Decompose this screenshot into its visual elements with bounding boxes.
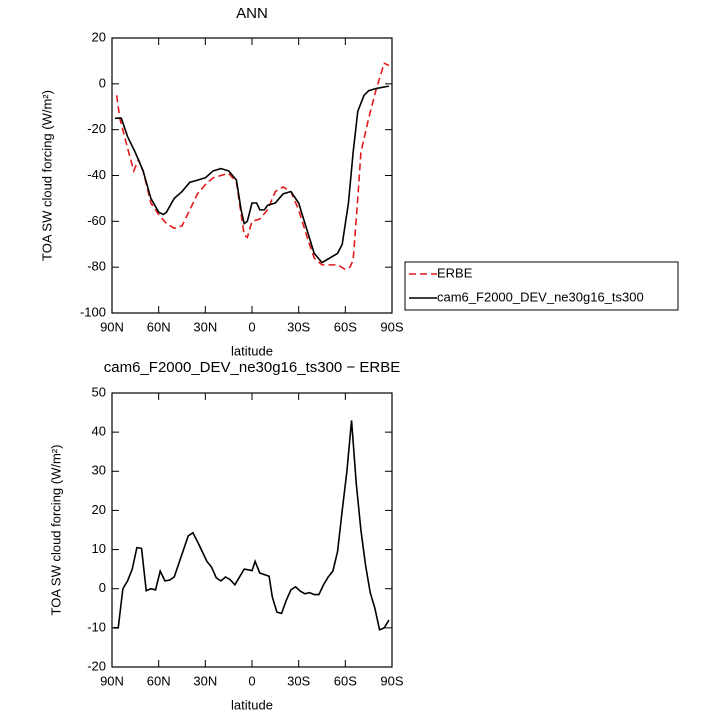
y-tick-label: -40 — [87, 167, 106, 182]
y-axis-label: TOA SW cloud forcing (W/m²) — [48, 445, 63, 616]
x-tick-label: 60N — [147, 673, 171, 688]
y-tick-label: 0 — [99, 580, 106, 595]
y-tick-label: -80 — [87, 259, 106, 274]
y-tick-label: 40 — [92, 424, 106, 439]
x-axis-label: latitude — [231, 697, 273, 712]
y-tick-label: 20 — [92, 29, 106, 44]
x-tick-label: 90S — [380, 319, 403, 334]
y-tick-label: -60 — [87, 213, 106, 228]
x-tick-label: 90N — [100, 673, 124, 688]
x-tick-label: 30S — [287, 673, 310, 688]
y-tick-label: 50 — [92, 384, 106, 399]
y-tick-label: 0 — [99, 75, 106, 90]
plot-frame — [111, 37, 393, 314]
legend-box — [404, 261, 679, 311]
chart-title: cam6_F2000_DEV_ne30g16_ts300 − ERBE — [104, 359, 400, 376]
x-tick-label: 30N — [193, 673, 217, 688]
y-tick-label: -100 — [80, 304, 106, 319]
x-tick-label: 90S — [380, 673, 403, 688]
x-tick-label: 0 — [248, 319, 255, 334]
data-line — [113, 420, 390, 631]
x-tick-label: 90N — [100, 319, 124, 334]
y-tick-label: 20 — [92, 502, 106, 517]
data-line — [115, 62, 390, 271]
x-axis-label: latitude — [231, 343, 273, 358]
y-tick-label: -20 — [87, 658, 106, 673]
x-tick-label: 0 — [248, 673, 255, 688]
data-line — [115, 85, 390, 264]
legend-label: cam6_F2000_DEV_ne30g16_ts300 — [437, 289, 644, 304]
x-tick-label: 60S — [334, 673, 357, 688]
y-tick-label: -20 — [87, 121, 106, 136]
y-tick-label: -10 — [87, 619, 106, 634]
y-tick-label: 30 — [92, 463, 106, 478]
y-axis-label: TOA SW cloud forcing (W/m²) — [39, 90, 54, 261]
x-tick-label: 30S — [287, 319, 310, 334]
x-tick-label: 60S — [334, 319, 357, 334]
x-tick-label: 60N — [147, 319, 171, 334]
x-tick-label: 30N — [193, 319, 217, 334]
chart-title: ANN — [236, 5, 268, 22]
legend-label: ERBE — [437, 265, 473, 280]
y-tick-label: 10 — [92, 541, 106, 556]
